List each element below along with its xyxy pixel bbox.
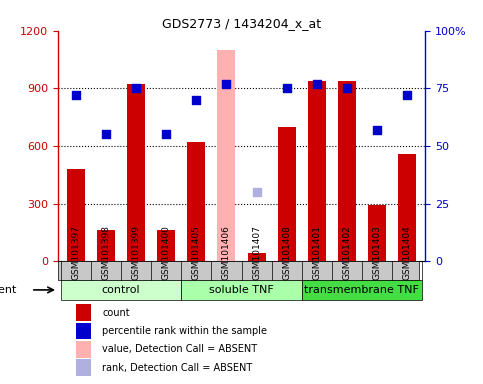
Bar <box>247 253 266 261</box>
Bar <box>58 261 419 280</box>
Bar <box>181 280 302 300</box>
Bar <box>76 323 91 339</box>
Text: transmembrane TNF: transmembrane TNF <box>304 285 419 295</box>
Text: GSM101399: GSM101399 <box>132 225 141 280</box>
Bar <box>61 280 181 300</box>
Text: GSM101405: GSM101405 <box>192 225 201 280</box>
Point <box>162 131 170 137</box>
Text: agent: agent <box>0 285 17 295</box>
Bar <box>157 230 175 261</box>
Bar <box>368 205 386 261</box>
Text: GSM101400: GSM101400 <box>162 225 171 280</box>
Text: percentile rank within the sample: percentile rank within the sample <box>102 326 267 336</box>
Point <box>403 92 411 98</box>
Text: GSM101407: GSM101407 <box>252 225 261 280</box>
Bar <box>76 304 91 321</box>
Point <box>283 85 290 91</box>
Bar <box>308 81 326 261</box>
Bar <box>127 84 145 261</box>
Text: GSM101402: GSM101402 <box>342 225 351 280</box>
Text: GSM101406: GSM101406 <box>222 225 231 280</box>
Bar <box>278 127 296 261</box>
Text: value, Detection Call = ABSENT: value, Detection Call = ABSENT <box>102 344 257 354</box>
Text: rank, Detection Call = ABSENT: rank, Detection Call = ABSENT <box>102 363 252 373</box>
Text: control: control <box>102 285 141 295</box>
Point <box>313 81 321 87</box>
Text: GSM101397: GSM101397 <box>71 225 81 280</box>
Text: GSM101398: GSM101398 <box>101 225 111 280</box>
Bar <box>187 142 205 261</box>
Text: GSM101408: GSM101408 <box>282 225 291 280</box>
Bar <box>97 230 115 261</box>
Point <box>343 85 351 91</box>
Text: soluble TNF: soluble TNF <box>209 285 274 295</box>
Text: GSM101401: GSM101401 <box>312 225 321 280</box>
Point <box>373 127 381 133</box>
Bar <box>67 169 85 261</box>
Title: GDS2773 / 1434204_x_at: GDS2773 / 1434204_x_at <box>162 17 321 30</box>
Text: GSM101404: GSM101404 <box>402 225 412 280</box>
Point <box>102 131 110 137</box>
Bar <box>76 341 91 358</box>
Point <box>253 189 260 195</box>
Point <box>132 85 140 91</box>
Point <box>72 92 80 98</box>
Bar <box>338 81 356 261</box>
Text: GSM101403: GSM101403 <box>372 225 382 280</box>
Point <box>223 81 230 87</box>
Point <box>193 97 200 103</box>
Bar <box>76 359 91 376</box>
Text: count: count <box>102 308 129 318</box>
Bar <box>302 280 422 300</box>
Bar <box>217 50 236 261</box>
Bar <box>398 154 416 261</box>
